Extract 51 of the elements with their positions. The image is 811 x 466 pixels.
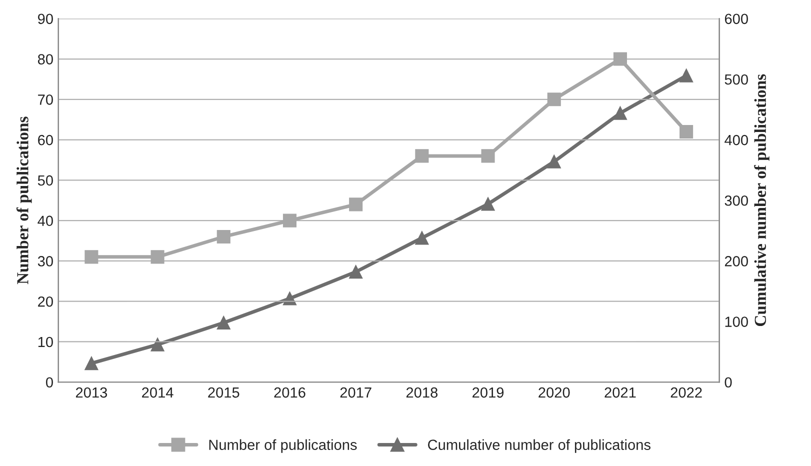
- point: [481, 149, 495, 163]
- point: [415, 149, 429, 163]
- point: [547, 154, 561, 168]
- y-tick-label: 40: [38, 216, 53, 226]
- x-tick-label: 2014: [142, 387, 174, 398]
- point: [84, 356, 98, 370]
- y-tick-label: 90: [38, 14, 53, 24]
- x-tick-label: 2019: [472, 387, 504, 398]
- y-axis-title: Number of publications: [16, 116, 32, 284]
- point: [349, 198, 363, 212]
- point: [547, 92, 561, 106]
- y-tick-label: 60: [38, 134, 53, 146]
- point: [150, 250, 164, 264]
- point: [150, 338, 164, 352]
- y-tick-label: 50: [38, 175, 53, 186]
- x-tick-label: 2018: [406, 387, 438, 398]
- y2-tick-label: 100: [725, 316, 748, 327]
- point: [613, 52, 627, 66]
- x-tick-label: 2013: [76, 387, 108, 398]
- x-tick-label: 2021: [604, 387, 636, 398]
- y2-axis-title: Cumulative number of publications: [754, 74, 770, 326]
- point: [613, 106, 627, 120]
- legend-label: Number of publications: [209, 439, 357, 453]
- point: [680, 124, 694, 138]
- point: [282, 292, 296, 306]
- x-tick-label: 2017: [340, 387, 372, 398]
- y-tick-label: 20: [38, 296, 53, 307]
- y2-tick-label: 400: [724, 134, 748, 146]
- y2-tick-label: 600: [724, 14, 748, 24]
- point: [415, 231, 429, 245]
- point: [481, 197, 495, 211]
- point: [216, 230, 230, 244]
- point: [84, 250, 98, 264]
- point: [680, 68, 694, 82]
- x-tick-label: 2016: [274, 387, 306, 398]
- y-tick-label: 80: [38, 54, 53, 64]
- legend-label: Cumulative number of publications: [428, 439, 650, 453]
- y-tick-label: 30: [38, 256, 53, 266]
- x-tick-label: 2020: [538, 387, 570, 398]
- point: [349, 265, 363, 279]
- y-tick-label: 70: [38, 94, 53, 105]
- y2-tick-label: 0: [724, 377, 732, 388]
- y-tick-label: 0: [46, 377, 53, 388]
- y-tick-label: 10: [38, 336, 53, 348]
- x-tick-label: 2022: [670, 387, 702, 398]
- y2-tick-label: 200: [724, 256, 748, 266]
- y2-tick-label: 500: [724, 74, 748, 85]
- point: [282, 214, 296, 228]
- y2-tick-label: 300: [724, 195, 748, 206]
- x-tick-label: 2015: [208, 387, 240, 398]
- point: [216, 316, 230, 330]
